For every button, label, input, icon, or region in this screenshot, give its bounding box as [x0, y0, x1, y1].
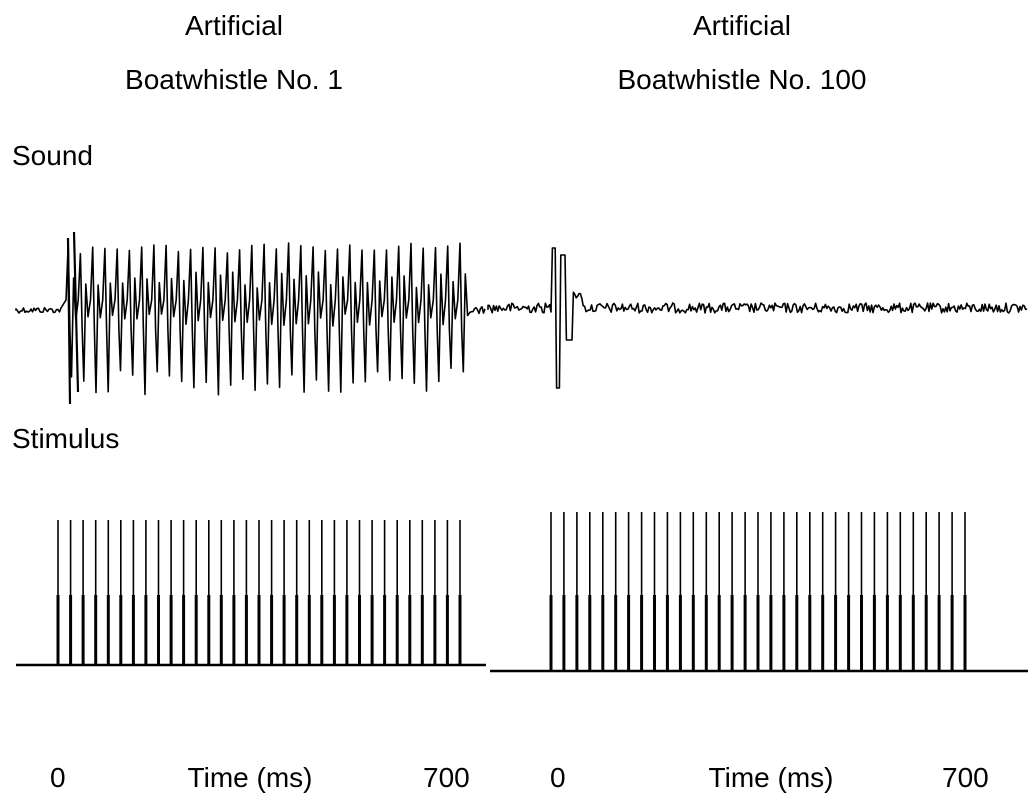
- panel2-title-line1: Artificial: [692, 10, 791, 41]
- stimulus-row-label: Stimulus: [12, 423, 120, 454]
- panel2-x-start-label: 0: [550, 762, 566, 793]
- panel2-title-line2: Boatwhistle No. 100: [617, 64, 867, 95]
- panel2-x-axis-label: Time (ms): [708, 762, 834, 793]
- panel1-x-start-label: 0: [50, 762, 66, 793]
- panel1-x-end-label: 700: [423, 762, 470, 793]
- stimulus-trace-panel1: [16, 520, 486, 667]
- panel2-x-end-label: 700: [942, 762, 989, 793]
- sound-trace-panel1: [15, 231, 486, 405]
- panel1-title-line2: Boatwhistle No. 1: [125, 64, 343, 95]
- panel1-x-axis-label: Time (ms): [187, 762, 313, 793]
- panel1-title-line1: Artificial: [184, 10, 283, 41]
- stimulus-trace-panel2: [490, 512, 1028, 673]
- sound-trace-panel2: [487, 247, 1028, 389]
- sound-row-label: Sound: [12, 140, 93, 171]
